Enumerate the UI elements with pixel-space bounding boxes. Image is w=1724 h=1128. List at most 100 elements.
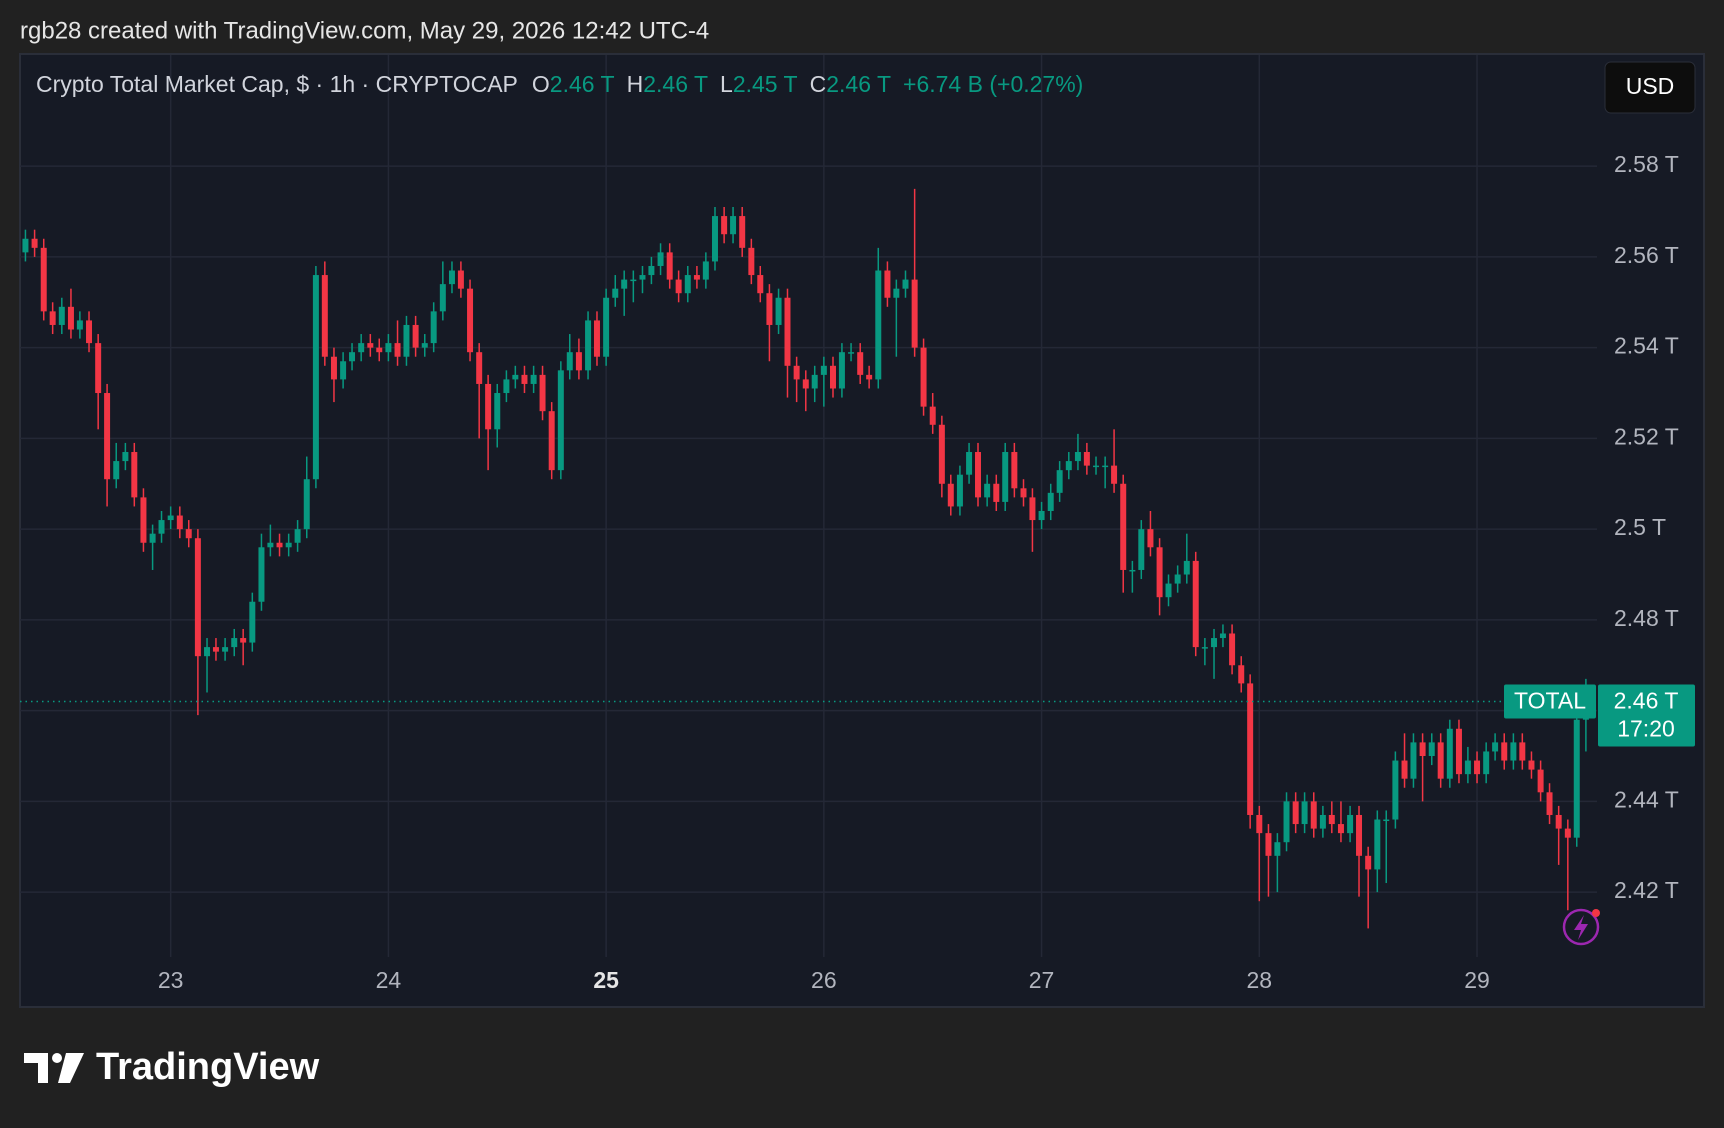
x-tick-label: 29 xyxy=(1464,967,1490,993)
candle-body xyxy=(340,361,347,380)
candle-body xyxy=(1211,638,1218,648)
candle-body xyxy=(1564,828,1571,838)
candle-body xyxy=(476,352,483,384)
candle-body xyxy=(521,374,528,384)
candle-body xyxy=(1464,760,1471,775)
candle-body xyxy=(857,352,864,375)
candle-body xyxy=(966,452,973,475)
candle-body xyxy=(757,275,764,294)
x-tick-label: 25 xyxy=(593,967,619,993)
candle-body xyxy=(702,261,709,280)
ohlc-value: 2.45 T xyxy=(733,71,798,97)
candle-body xyxy=(938,424,945,484)
candle-body xyxy=(22,238,29,253)
candle-body xyxy=(1283,801,1290,843)
candle-body xyxy=(630,279,637,282)
candle-body xyxy=(104,393,111,480)
candle-body xyxy=(412,324,419,348)
alert-icon xyxy=(1562,908,1600,946)
candle-body xyxy=(1156,547,1163,598)
candle-body xyxy=(294,529,301,543)
candle-body xyxy=(321,275,328,357)
candle-body xyxy=(131,452,138,498)
candle-body xyxy=(1074,452,1081,462)
candle-body xyxy=(1120,483,1127,570)
candle-body xyxy=(49,311,56,325)
candle-body xyxy=(539,374,546,412)
candle-body xyxy=(1065,461,1072,471)
candle-body xyxy=(793,365,800,380)
candle-body xyxy=(376,347,383,353)
currency-button[interactable] xyxy=(1604,61,1696,114)
candle-body xyxy=(811,374,818,389)
candle-body xyxy=(1274,842,1281,856)
candle-body xyxy=(1483,751,1490,775)
candle-body xyxy=(1383,819,1390,822)
y-tick-label: 2.5 T xyxy=(1614,514,1666,540)
candle-body xyxy=(503,379,510,394)
candle-body xyxy=(1501,742,1508,761)
candle-body xyxy=(285,542,292,548)
candle-body xyxy=(358,343,365,353)
candle-body xyxy=(1446,728,1453,779)
y-tick-label: 2.44 T xyxy=(1614,786,1679,812)
chart-panel xyxy=(19,53,1705,1008)
candle-body xyxy=(666,252,673,280)
countdown: 17:20 xyxy=(1617,716,1675,742)
attribution: rgb28 created with TradingView.com, May … xyxy=(20,17,709,44)
candle-body xyxy=(830,365,836,389)
candle-body xyxy=(149,533,156,543)
candle-body xyxy=(113,461,120,480)
candle-body xyxy=(1573,719,1580,838)
x-tick-label: 24 xyxy=(376,967,402,993)
candle-body xyxy=(838,352,845,389)
candle-body xyxy=(512,374,519,380)
alert-bolt xyxy=(1574,915,1588,940)
candle-body xyxy=(902,279,909,289)
candle-body xyxy=(1356,814,1363,856)
currency[interactable]: USD xyxy=(1626,73,1675,99)
candle-body xyxy=(566,352,573,371)
candle-body xyxy=(884,270,891,298)
ohlc-key: H xyxy=(627,71,644,97)
candle-body xyxy=(1492,742,1499,752)
candle-body xyxy=(621,279,628,289)
candle-body xyxy=(167,515,174,521)
candle-body xyxy=(40,247,47,312)
candle-body xyxy=(185,529,192,539)
candle-body xyxy=(485,383,492,430)
candle-body xyxy=(1319,814,1326,829)
candle-body xyxy=(58,306,65,325)
candle-body xyxy=(330,356,337,380)
candle-body xyxy=(1229,633,1236,666)
brand-logo xyxy=(24,1053,84,1083)
candle-body xyxy=(1111,465,1118,484)
candle-body xyxy=(1138,529,1145,570)
candle-body xyxy=(176,515,183,530)
candle-body xyxy=(1392,760,1399,820)
candle-body xyxy=(1201,647,1208,649)
candle-body xyxy=(276,542,283,548)
candle-body xyxy=(1428,742,1435,757)
candle-body xyxy=(494,393,501,430)
candle-body xyxy=(993,483,1000,502)
candle-body xyxy=(721,216,728,235)
candle-body xyxy=(784,297,791,366)
candles xyxy=(22,188,1589,929)
candle-body xyxy=(1056,470,1063,493)
candle-body xyxy=(140,497,147,543)
x-tick-label: 28 xyxy=(1247,967,1273,993)
candle-body xyxy=(612,288,619,298)
candle-body xyxy=(430,311,437,344)
ohlc-value: 2.46 T xyxy=(826,71,891,97)
candle-body xyxy=(648,265,655,276)
candle-body xyxy=(1419,742,1426,757)
candle-body xyxy=(820,365,827,375)
candle-body xyxy=(693,275,700,280)
x-tick-label: 27 xyxy=(1029,967,1055,993)
candle-body xyxy=(984,483,991,498)
candle-body xyxy=(158,520,165,534)
candle-body xyxy=(530,374,537,384)
